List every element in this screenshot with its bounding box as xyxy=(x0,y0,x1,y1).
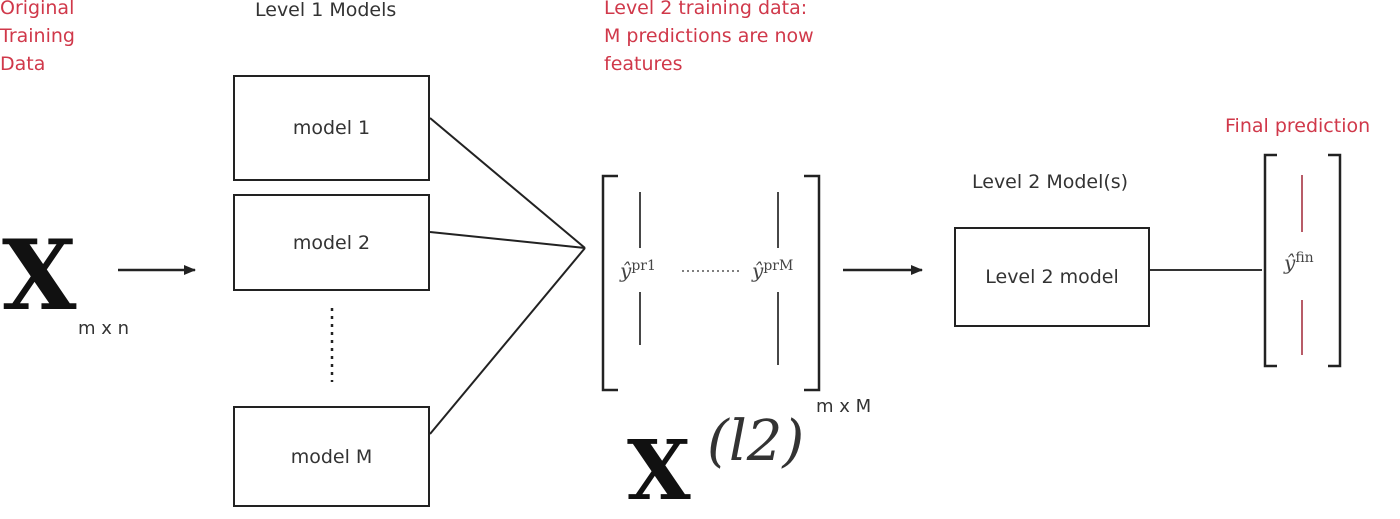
model-label-1: model 1 xyxy=(292,117,371,139)
level2-matrix-superscript: (l2) xyxy=(707,409,805,474)
final-prediction-value: ŷfin xyxy=(1284,250,1314,275)
connector-model-m xyxy=(429,247,586,435)
matrix-col-last: ŷprM xyxy=(752,258,794,283)
model-label-2: model 2 xyxy=(292,231,371,254)
header-level1-models: Level 1 Models xyxy=(255,0,397,21)
header-level2-training-data: Level 2 training data: M predictions are… xyxy=(604,0,814,75)
matrix-dims: m x M xyxy=(816,396,872,417)
header-final-prediction: Final prediction xyxy=(1225,115,1371,137)
connector-model-2 xyxy=(429,231,586,249)
model-box-m: model M xyxy=(233,406,430,507)
header-original-data: Original Training Data xyxy=(0,0,75,75)
final-right-bracket xyxy=(1328,153,1342,368)
final-prediction-sup: fin xyxy=(1295,250,1314,266)
matrix-right-bracket xyxy=(804,174,821,392)
level2-model-box: Level 2 model xyxy=(954,227,1150,327)
matrix-col-first: ŷpr1 xyxy=(620,258,656,283)
input-matrix-symbol: X xyxy=(2,219,77,332)
level2-matrix-symbol: X xyxy=(627,423,691,519)
matrix-col-last-sup: prM xyxy=(763,258,794,274)
header-level2-models: Level 2 Model(s) xyxy=(972,171,1129,193)
connector-model-1 xyxy=(429,117,586,249)
model-label-m: model M xyxy=(290,445,373,468)
matrix-col-first-sup: pr1 xyxy=(631,258,656,274)
level2-model-label: Level 2 model xyxy=(985,266,1119,288)
matrix-left-bracket xyxy=(601,174,618,392)
model-box-1: model 1 xyxy=(233,75,430,181)
input-dims: m x n xyxy=(78,318,130,339)
model-box-2: model 2 xyxy=(233,194,430,291)
final-left-bracket xyxy=(1263,153,1277,368)
